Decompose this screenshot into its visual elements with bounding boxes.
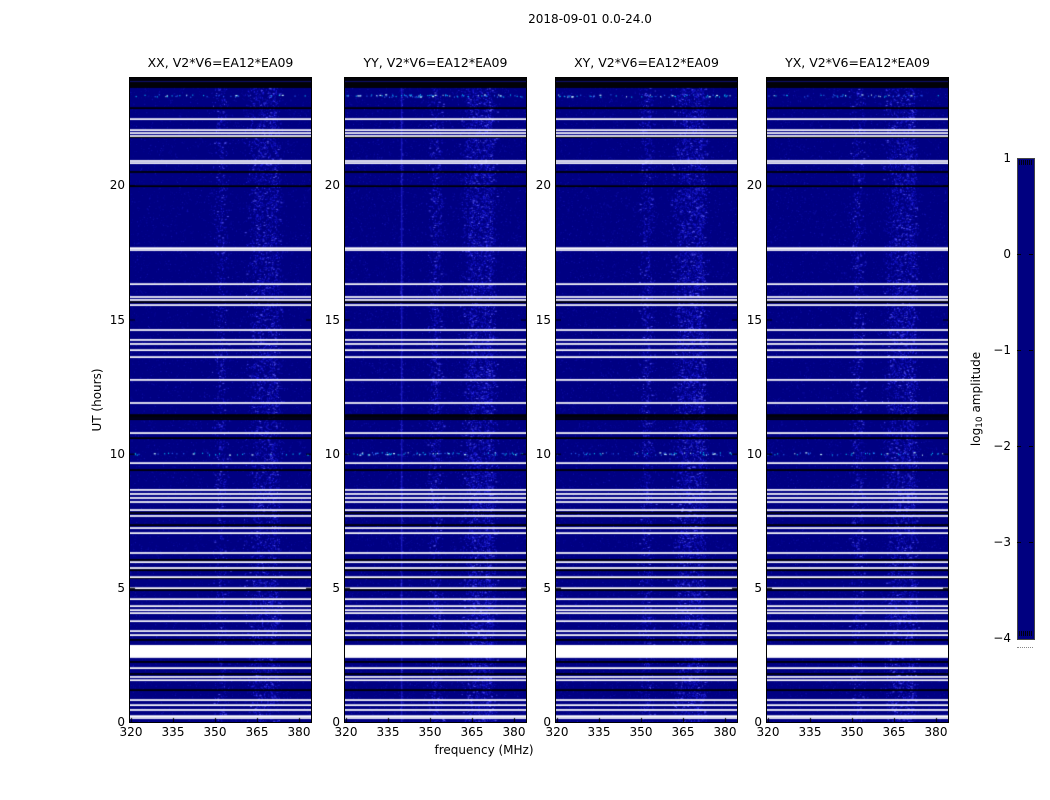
colorbar-end-hatch	[1031, 631, 1032, 636]
y-tick-label: 0	[754, 715, 762, 729]
colorbar-tick	[1029, 446, 1033, 447]
colorbar-tick	[1029, 254, 1033, 255]
spectrogram-canvas-xx	[130, 78, 311, 722]
colorbar-underflow-dots	[1017, 647, 1033, 648]
panel-xx	[129, 77, 312, 723]
x-tick-label: 335	[376, 725, 400, 739]
y-tick-label: 5	[543, 580, 551, 595]
x-tick-label: 335	[161, 725, 185, 739]
colorbar-label-sub: 10	[975, 416, 985, 428]
colorbar-end-hatch	[1029, 631, 1030, 636]
y-tick-label: 10	[746, 446, 762, 461]
y-tick-label: 10	[109, 446, 125, 461]
colorbar-gradient	[1018, 159, 1034, 639]
panel-xy	[555, 77, 738, 723]
x-tick-label: 380	[924, 725, 948, 739]
x-axis-label: frequency (MHz)	[434, 743, 534, 757]
y-tick-label: 20	[746, 178, 762, 193]
colorbar-tick-label: 1	[1003, 151, 1011, 165]
colorbar-tick-label: −4	[993, 631, 1011, 645]
colorbar-label: log10 amplitude	[969, 339, 985, 459]
x-tick-label: 365	[245, 725, 269, 739]
y-tick-label: 5	[117, 580, 125, 595]
colorbar-tick-label: −3	[993, 535, 1011, 549]
colorbar-label-prefix: log	[969, 427, 983, 447]
y-tick-label: 20	[324, 178, 340, 193]
x-tick-label: 320	[545, 725, 569, 739]
y-tick-label: 5	[754, 580, 762, 595]
colorbar-tick	[1017, 350, 1021, 351]
x-tick-label: 380	[502, 725, 526, 739]
colorbar-end-hatch	[1023, 631, 1024, 636]
spectrogram-canvas-yx	[767, 78, 948, 722]
panel-title-yx: YX, V2*V6=EA12*EA09	[785, 55, 930, 70]
y-axis-label: UT (hours)	[90, 368, 104, 432]
panel-title-yy: YY, V2*V6=EA12*EA09	[363, 55, 508, 70]
colorbar-end-hatch	[1021, 160, 1022, 165]
colorbar-label-suffix: amplitude	[969, 351, 983, 417]
colorbar-tick-label: 0	[1003, 247, 1011, 261]
x-tick-label: 335	[798, 725, 822, 739]
panel-title-xy: XY, V2*V6=EA12*EA09	[574, 55, 719, 70]
colorbar-tick	[1017, 446, 1021, 447]
spectrogram-canvas-yy	[345, 78, 526, 722]
colorbar-tick-label: −1	[993, 343, 1011, 357]
y-tick-label: 5	[332, 580, 340, 595]
colorbar-tick	[1029, 542, 1033, 543]
x-tick-label: 365	[671, 725, 695, 739]
colorbar-end-hatch	[1027, 631, 1028, 636]
figure-title: 2018-09-01 0.0-24.0	[528, 12, 652, 26]
x-tick-label: 320	[334, 725, 358, 739]
colorbar-tick	[1017, 542, 1021, 543]
y-tick-label: 20	[535, 178, 551, 193]
x-tick-label: 320	[119, 725, 143, 739]
colorbar-tick	[1029, 350, 1033, 351]
x-tick-label: 335	[587, 725, 611, 739]
x-tick-label: 320	[756, 725, 780, 739]
y-tick-label: 15	[535, 312, 551, 327]
x-tick-label: 350	[418, 725, 442, 739]
y-tick-label: 0	[543, 715, 551, 729]
colorbar-end-hatch	[1023, 160, 1024, 165]
spectrogram-canvas-xy	[556, 78, 737, 722]
colorbar	[1017, 158, 1035, 640]
panel-yy	[344, 77, 527, 723]
x-tick-label: 365	[460, 725, 484, 739]
panel-title-xx: XX, V2*V6=EA12*EA09	[147, 55, 294, 70]
colorbar-tick-label: −2	[993, 439, 1011, 453]
y-tick-label: 10	[535, 446, 551, 461]
y-tick-label: 15	[109, 312, 125, 327]
y-tick-label: 15	[746, 312, 762, 327]
x-tick-label: 380	[287, 725, 311, 739]
panel-yx	[766, 77, 949, 723]
colorbar-end-hatch	[1021, 631, 1022, 636]
colorbar-end-hatch	[1019, 631, 1020, 636]
colorbar-end-hatch	[1027, 160, 1028, 165]
colorbar-end-hatch	[1031, 160, 1032, 165]
x-tick-label: 365	[882, 725, 906, 739]
colorbar-end-hatch	[1025, 160, 1026, 165]
y-tick-label: 0	[332, 715, 340, 729]
x-tick-label: 350	[629, 725, 653, 739]
y-tick-label: 10	[324, 446, 340, 461]
y-tick-label: 15	[324, 312, 340, 327]
colorbar-tick	[1017, 254, 1021, 255]
x-tick-label: 350	[840, 725, 864, 739]
y-tick-label: 0	[117, 715, 125, 729]
x-tick-label: 350	[203, 725, 227, 739]
colorbar-end-hatch	[1025, 631, 1026, 636]
y-tick-label: 20	[109, 178, 125, 193]
x-tick-label: 380	[713, 725, 737, 739]
colorbar-end-hatch	[1019, 160, 1020, 165]
colorbar-end-hatch	[1029, 160, 1030, 165]
